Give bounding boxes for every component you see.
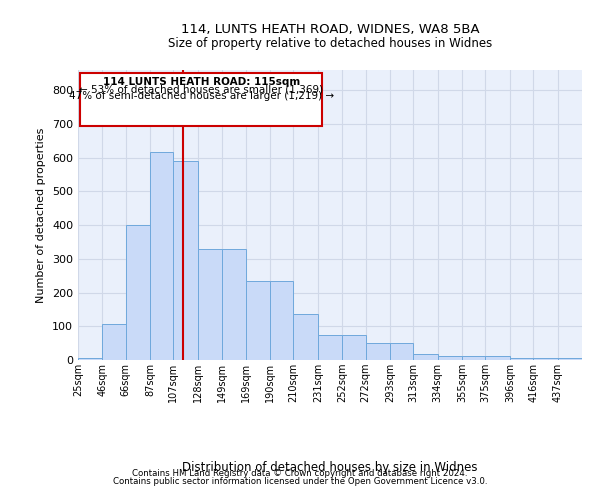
Bar — [126, 225, 150, 360]
Bar — [462, 356, 485, 360]
Bar — [510, 358, 533, 360]
Bar — [485, 356, 510, 360]
Bar — [270, 281, 293, 360]
Text: 114, LUNTS HEATH ROAD, WIDNES, WA8 5BA: 114, LUNTS HEATH ROAD, WIDNES, WA8 5BA — [181, 22, 479, 36]
Bar — [437, 356, 462, 360]
Bar — [245, 281, 270, 360]
Y-axis label: Number of detached properties: Number of detached properties — [37, 128, 46, 302]
Bar — [293, 314, 318, 360]
Bar — [173, 161, 198, 360]
Text: 114 LUNTS HEATH ROAD: 115sqm: 114 LUNTS HEATH ROAD: 115sqm — [103, 78, 300, 88]
Text: ← 53% of detached houses are smaller (1,369): ← 53% of detached houses are smaller (1,… — [79, 84, 323, 94]
X-axis label: Distribution of detached houses by size in Widnes: Distribution of detached houses by size … — [182, 460, 478, 473]
Bar — [557, 358, 582, 360]
Bar — [103, 324, 126, 360]
Bar — [413, 354, 437, 360]
Bar — [533, 358, 557, 360]
Bar — [150, 152, 173, 360]
Bar — [80, 74, 322, 126]
Bar — [198, 250, 223, 360]
Bar — [342, 334, 365, 360]
Bar — [318, 334, 342, 360]
Text: 47% of semi-detached houses are larger (1,219) →: 47% of semi-detached houses are larger (… — [69, 91, 334, 101]
Text: Contains HM Land Registry data © Crown copyright and database right 2024.: Contains HM Land Registry data © Crown c… — [132, 468, 468, 477]
Bar — [390, 343, 413, 360]
Text: Size of property relative to detached houses in Widnes: Size of property relative to detached ho… — [168, 38, 492, 51]
Bar — [78, 358, 103, 360]
Bar — [223, 250, 245, 360]
Bar — [365, 343, 390, 360]
Text: Contains public sector information licensed under the Open Government Licence v3: Contains public sector information licen… — [113, 477, 487, 486]
